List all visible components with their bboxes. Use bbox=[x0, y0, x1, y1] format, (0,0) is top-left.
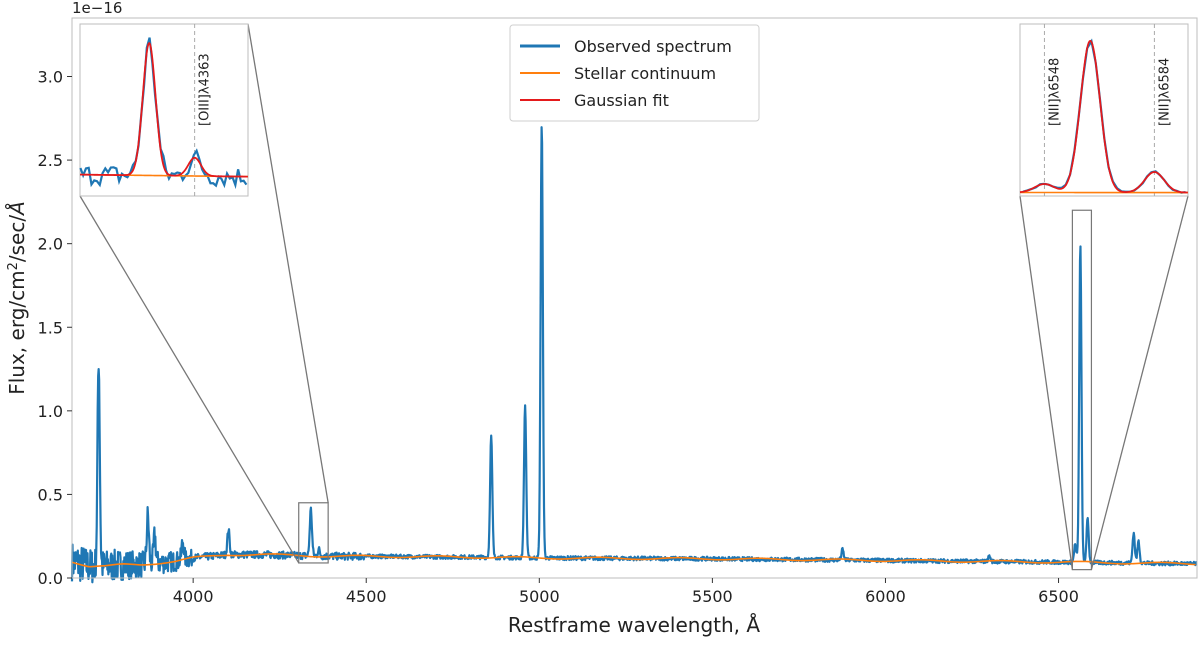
legend-label: Stellar continuum bbox=[574, 64, 716, 83]
y-offset-label: 1e−16 bbox=[72, 0, 122, 17]
inset-line-label: [NII]λ6584 bbox=[1157, 58, 1172, 126]
y-axis-ticks: 0.0 0.5 1.0 1.5 2.0 2.5 3.0 bbox=[38, 68, 72, 588]
y-tick-label: 2.0 bbox=[38, 235, 63, 254]
y-tick-label: 1.0 bbox=[38, 402, 63, 421]
y-label-angstrom: Å bbox=[5, 201, 29, 217]
x-tick-label: 4500 bbox=[346, 587, 387, 606]
x-axis-ticks: 4000 4500 5000 5500 6000 6500 bbox=[173, 578, 1079, 606]
inset-line-label: [OIII]λ4363 bbox=[198, 53, 213, 126]
y-axis-label: Flux, erg/cm2/sec/Å bbox=[5, 201, 29, 395]
legend-label: Gaussian fit bbox=[574, 91, 669, 110]
y-tick-label: 1.5 bbox=[38, 318, 63, 337]
y-tick-label: 3.0 bbox=[38, 68, 63, 87]
x-tick-label: 5500 bbox=[692, 587, 733, 606]
x-tick-label: 4000 bbox=[173, 587, 214, 606]
y-label-part-1: Flux, erg/cm bbox=[5, 270, 29, 394]
legend-label: Observed spectrum bbox=[574, 37, 732, 56]
x-tick-label: 6500 bbox=[1038, 587, 1079, 606]
legend: Observed spectrum Stellar continuum Gaussi… bbox=[510, 25, 759, 121]
y-tick-label: 0.5 bbox=[38, 485, 63, 504]
x-axis-label: Restframe wavelength, Å bbox=[508, 613, 760, 637]
y-tick-label: 0.0 bbox=[38, 569, 63, 588]
y-tick-label: 2.5 bbox=[38, 151, 63, 170]
y-label-part-2: /sec/ bbox=[5, 215, 29, 262]
y-label-superscript: 2 bbox=[6, 262, 21, 270]
x-tick-label: 6000 bbox=[865, 587, 906, 606]
inset-line-label: [NII]λ6548 bbox=[1047, 58, 1062, 126]
x-tick-label: 5000 bbox=[519, 587, 560, 606]
